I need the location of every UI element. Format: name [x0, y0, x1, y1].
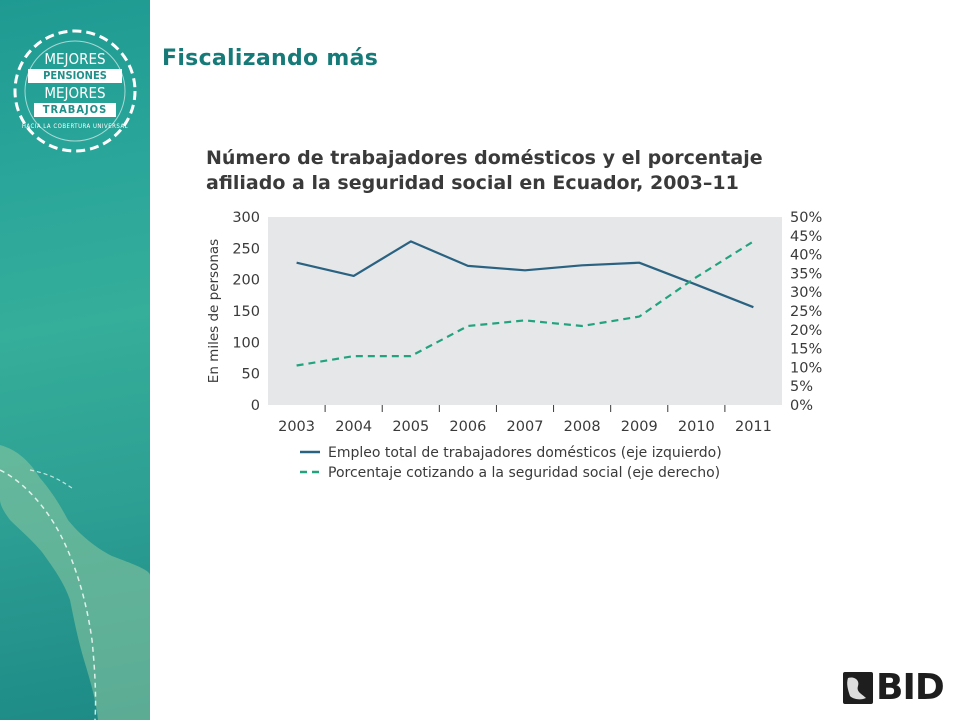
globe-icon [843, 672, 873, 704]
right-tick-label: 0% [790, 398, 813, 414]
bid-logo: BID [842, 667, 945, 708]
chart-title: Número de trabajadores domésticos y el p… [206, 147, 763, 194]
plot-background [268, 217, 782, 405]
series-layer [296, 240, 754, 367]
legend: Empleo total de trabajadores domésticos … [300, 445, 722, 481]
legend-label: Empleo total de trabajadores domésticos … [328, 445, 722, 461]
x-tick-label: 2007 [507, 419, 544, 435]
x-tick-label: 2006 [449, 419, 486, 435]
logo-line-3: MEJORES [44, 84, 106, 102]
right-tick-label: 25% [790, 304, 822, 320]
sidebar-panel: MEJORES PENSIONES MEJORES TRABAJOS HACIA… [0, 0, 150, 720]
x-tick-label: 2004 [335, 419, 372, 435]
logo-tagline: HACIA LA COBERTURA UNIVERSAL [21, 123, 129, 130]
bid-brand-text: BID [876, 667, 945, 708]
right-tick-label: 35% [790, 266, 822, 282]
x-tick-label: 2005 [392, 419, 429, 435]
left-axis-ticks: 0 50 100 150 200 250 300 [232, 210, 260, 414]
logo-line-4: TRABAJOS [34, 103, 116, 117]
left-tick-label: 50 [242, 367, 260, 383]
right-tick-label: 40% [790, 248, 822, 264]
left-tick-label: 250 [232, 241, 260, 257]
left-tick-label: 0 [251, 398, 260, 414]
left-tick-label: 300 [232, 210, 260, 226]
right-tick-label: 15% [790, 342, 822, 358]
legend-label: Porcentaje cotizando a la seguridad soci… [328, 465, 720, 481]
logo-line-2: PENSIONES [28, 69, 122, 83]
right-tick-label: 45% [790, 229, 822, 245]
left-tick-label: 100 [232, 335, 260, 351]
right-tick-label: 50% [790, 210, 822, 226]
logo-ring-icon [13, 29, 137, 153]
x-tick-label: 2009 [621, 419, 658, 435]
x-tick-label: 2008 [564, 419, 601, 435]
map-decoration [0, 445, 150, 720]
logo-line-1: MEJORES [44, 50, 106, 68]
right-tick-label: 20% [790, 323, 822, 339]
right-tick-label: 10% [790, 360, 822, 376]
right-tick-label: 5% [790, 379, 813, 395]
left-tick-label: 200 [232, 273, 260, 289]
left-tick-label: 150 [232, 304, 260, 320]
right-tick-label: 30% [790, 285, 822, 301]
x-tick-label: 2003 [278, 419, 315, 435]
logo-badge: MEJORES PENSIONES MEJORES TRABAJOS HACIA… [12, 28, 138, 154]
x-tick-label: 2011 [735, 419, 772, 435]
series-line-employment [296, 240, 754, 309]
y-axis-label: En miles de personas [206, 239, 222, 383]
series-line-percentage [296, 240, 754, 367]
x-axis-ticks: 2003 2004 2005 2006 2007 2008 2009 2010 2011 [278, 405, 772, 435]
page-title: Fiscalizando más [162, 46, 379, 71]
line-chart: 0 50 100 150 200 250 300 0% 5% 10% 15% 20% 25% 30% 35… [206, 210, 822, 481]
right-axis-ticks: 0% 5% 10% 15% 20% 25% 30% 35% 40% 45% 50% [790, 210, 822, 414]
x-tick-label: 2010 [678, 419, 715, 435]
